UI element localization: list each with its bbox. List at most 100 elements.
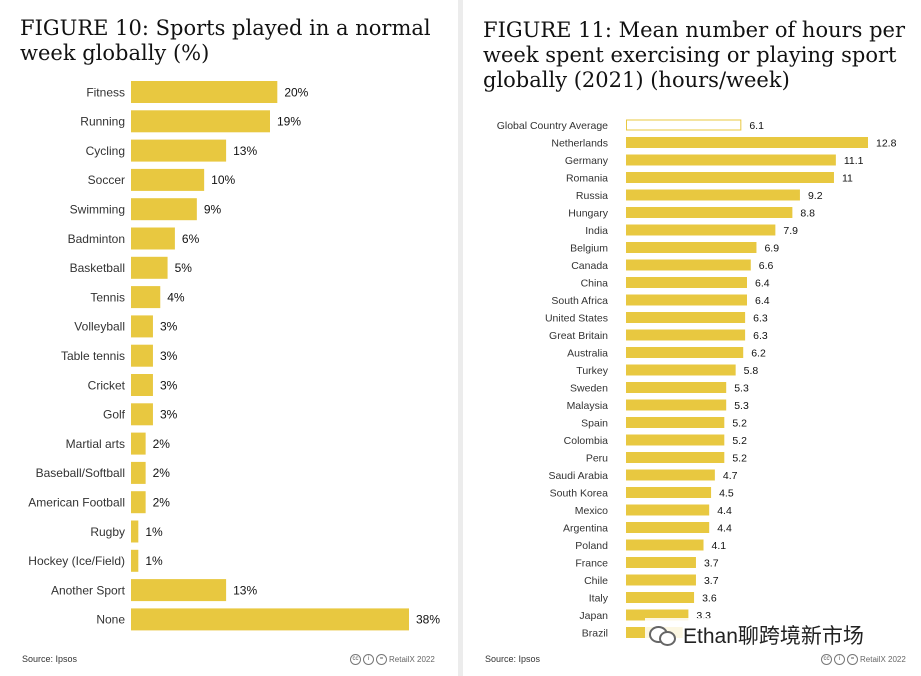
value-label: 3% — [160, 378, 178, 392]
bar-highlight — [626, 119, 742, 131]
bar — [626, 469, 715, 481]
bar — [626, 364, 736, 376]
value-label: 9.2 — [808, 190, 823, 202]
bar — [131, 344, 153, 367]
category-label: Cycling — [86, 144, 125, 158]
category-label: Russia — [576, 190, 608, 202]
category-label: Great Britain — [549, 330, 608, 342]
category-label: Golf — [103, 408, 126, 422]
bar — [131, 520, 139, 543]
figure-11-source: Source: Ipsos — [485, 654, 541, 664]
category-label: Japan — [579, 610, 608, 622]
category-label: Chile — [584, 575, 608, 587]
bar — [626, 452, 725, 463]
category-label: Baseball/Softball — [36, 466, 125, 480]
bar — [626, 609, 689, 621]
bar — [131, 110, 270, 133]
bar — [131, 256, 168, 279]
bar — [626, 294, 747, 306]
value-label: 4.4 — [717, 505, 732, 517]
figure-10-title: FIGURE 10: Sports played in a normal wee… — [20, 16, 431, 65]
value-label: 6.4 — [755, 295, 770, 307]
bar — [626, 207, 793, 218]
cc-icon: cc — [821, 654, 832, 665]
bar — [131, 491, 146, 514]
value-label: 2% — [153, 496, 171, 510]
bar — [626, 329, 746, 341]
value-label: 2% — [153, 466, 171, 480]
category-label: Mexico — [575, 505, 608, 517]
category-label: Poland — [575, 540, 608, 552]
watermark: Ethan聊跨境新市场 — [645, 618, 868, 652]
panel-divider — [458, 0, 463, 676]
category-label: Volleyball — [74, 320, 125, 334]
category-label: Tennis — [90, 290, 125, 304]
wechat-logo-icon — [649, 624, 677, 646]
value-label: 12.8 — [876, 137, 897, 149]
bar — [131, 315, 153, 338]
value-label: 3% — [160, 320, 178, 334]
value-label: 1% — [145, 525, 163, 539]
category-label: Argentina — [563, 522, 608, 534]
bar — [626, 172, 834, 183]
nd-icon: = — [847, 654, 858, 665]
category-label: India — [585, 225, 608, 237]
value-label: 5.2 — [732, 417, 747, 429]
bar — [131, 579, 227, 602]
category-label: Rugby — [90, 525, 125, 539]
value-label: 3.6 — [702, 592, 717, 604]
value-label: 8.8 — [800, 207, 815, 219]
figure-11-panel: FIGURE 11: Mean number of hours per week… — [463, 0, 921, 676]
value-label: 6.3 — [753, 312, 768, 324]
category-label: Swimming — [70, 203, 125, 217]
category-label: South Africa — [551, 295, 608, 307]
figure-11-chart: Global Country Average 6.1 Netherlands 12.8… — [497, 119, 897, 639]
bar — [131, 374, 153, 396]
figure-11-credit: cc i = RetailX 2022 — [821, 654, 906, 665]
value-label: 1% — [145, 554, 163, 568]
bar — [131, 168, 205, 191]
value-label: 6.2 — [751, 347, 766, 359]
category-label: Italy — [589, 592, 609, 604]
category-label: Australia — [567, 347, 608, 359]
bar — [626, 189, 800, 201]
bar — [626, 574, 696, 586]
figure-11-title: FIGURE 11: Mean number of hours per week… — [483, 18, 906, 92]
bar — [131, 432, 146, 455]
bar — [626, 347, 744, 358]
value-label: 7.9 — [783, 225, 798, 237]
bar — [131, 403, 153, 426]
value-label: 13% — [233, 144, 257, 158]
category-label: Badminton — [68, 232, 125, 246]
value-label: 6.9 — [764, 242, 779, 254]
value-label: 6.6 — [759, 260, 774, 272]
value-label: 9% — [204, 203, 222, 217]
value-label: 4.4 — [717, 522, 732, 534]
category-label: Basketball — [70, 261, 125, 275]
bar — [131, 198, 197, 221]
category-label: Malaysia — [567, 400, 609, 412]
category-label: China — [581, 277, 609, 289]
category-label: Hungary — [568, 207, 608, 219]
bar — [131, 81, 278, 103]
value-label: 13% — [233, 583, 257, 597]
value-label: 4.5 — [719, 487, 734, 499]
bar — [131, 608, 409, 631]
category-label: Table tennis — [61, 349, 125, 363]
category-label: Brazil — [582, 627, 608, 639]
value-label: 4.7 — [723, 470, 738, 482]
category-label: France — [575, 557, 608, 569]
category-label: Netherlands — [551, 137, 608, 149]
category-label: United States — [545, 312, 608, 324]
value-label: 3% — [160, 349, 178, 363]
bar — [626, 592, 695, 603]
value-label: 11.1 — [844, 155, 864, 167]
bar — [626, 399, 727, 411]
value-label: 5.2 — [732, 435, 747, 447]
value-label: 19% — [277, 115, 301, 129]
bar — [626, 504, 710, 516]
category-label: Cricket — [88, 378, 126, 392]
figure-11-credit-text: RetailX 2022 — [860, 655, 906, 664]
bar — [626, 557, 696, 568]
value-label: 11 — [842, 172, 853, 184]
